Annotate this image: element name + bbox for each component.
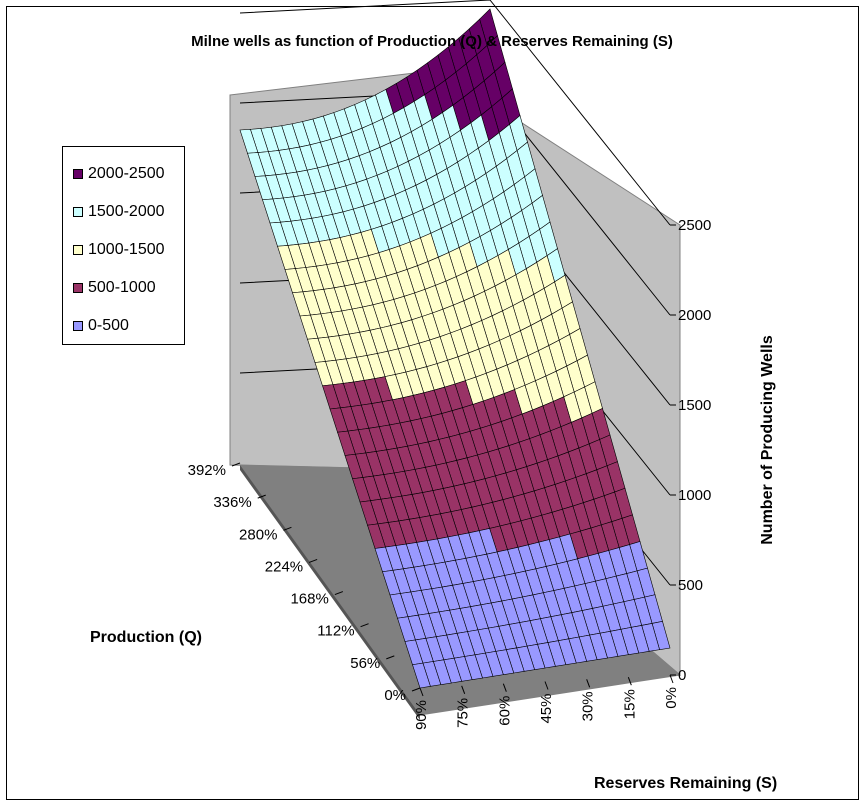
x-tick-label: 75% — [455, 698, 472, 728]
x-tick-mark — [461, 685, 466, 695]
axis-ticks: 050010001500200025000%56%112%168%224%280… — [188, 217, 712, 730]
legend: 2000-2500 1500-2000 1000-1500 500-1000 0-500 — [62, 146, 185, 345]
legend-item: 1500-2000 — [73, 202, 165, 222]
floor-front-edge — [240, 465, 420, 720]
legend-swatch — [73, 245, 83, 255]
y-tick-label: 336% — [213, 494, 251, 511]
legend-swatch — [73, 321, 83, 331]
legend-label: 2000-2500 — [88, 165, 165, 182]
x-tick-mark — [544, 681, 549, 690]
x-tick-mark — [669, 674, 674, 684]
x-tick-label: 90% — [413, 700, 430, 730]
z-tick-label: 0 — [678, 667, 686, 684]
x-tick-label: 30% — [580, 691, 597, 721]
x-tick-label: 0% — [663, 687, 680, 709]
legend-swatch — [73, 207, 83, 217]
chart-title: Milne wells as function of Production (Q… — [191, 33, 673, 50]
y-tick-label: 168% — [290, 591, 328, 608]
y-tick-mark — [231, 462, 241, 467]
legend-label: 0-500 — [88, 317, 129, 334]
z-tick-label: 1000 — [678, 487, 711, 504]
y-tick-mark — [257, 494, 266, 499]
y-tick-mark — [334, 591, 344, 596]
gridline — [239, 0, 671, 226]
legend-item: 0-500 — [73, 316, 129, 336]
legend-item: 2000-2500 — [73, 164, 165, 184]
y-tick-mark — [308, 558, 318, 563]
x-tick-mark — [627, 676, 632, 686]
y-tick-mark — [360, 623, 369, 628]
y-tick-label: 0% — [384, 687, 406, 704]
y-axis-title: Production (Q) — [90, 629, 202, 646]
y-tick-label: 280% — [239, 526, 277, 543]
y-tick-label: 112% — [317, 623, 354, 640]
x-tick-label: 15% — [621, 689, 638, 719]
x-tick-label: 60% — [496, 696, 513, 726]
legend-label: 1000-1500 — [88, 241, 165, 258]
y-tick-mark — [386, 655, 395, 660]
z-tick-label: 2500 — [678, 217, 711, 234]
x-tick-mark — [502, 683, 507, 692]
x-tick-label: 45% — [538, 694, 555, 724]
surface-cell — [412, 662, 431, 689]
x-axis-title: Reserves Remaining (S) — [594, 775, 777, 792]
y-tick-label: 392% — [188, 462, 226, 479]
legend-label: 500-1000 — [88, 279, 156, 296]
legend-item: 500-1000 — [73, 278, 156, 298]
y-tick-label: 56% — [350, 655, 380, 672]
legend-label: 1500-2000 — [88, 203, 165, 220]
surface-mesh — [239, 8, 671, 689]
y-tick-label: 224% — [265, 558, 303, 575]
x-tick-mark — [586, 679, 591, 688]
y-tick-mark — [411, 687, 421, 692]
y-tick-mark — [283, 526, 292, 531]
legend-item: 1000-1500 — [73, 240, 165, 260]
legend-swatch — [73, 169, 83, 179]
x-tick-mark — [419, 687, 424, 697]
z-tick-label: 1500 — [678, 397, 711, 414]
legend-swatch — [73, 283, 83, 293]
z-tick-label: 500 — [678, 577, 703, 594]
z-tick-label: 2000 — [678, 307, 711, 324]
z-axis-title: Number of Producing Wells — [759, 335, 776, 545]
